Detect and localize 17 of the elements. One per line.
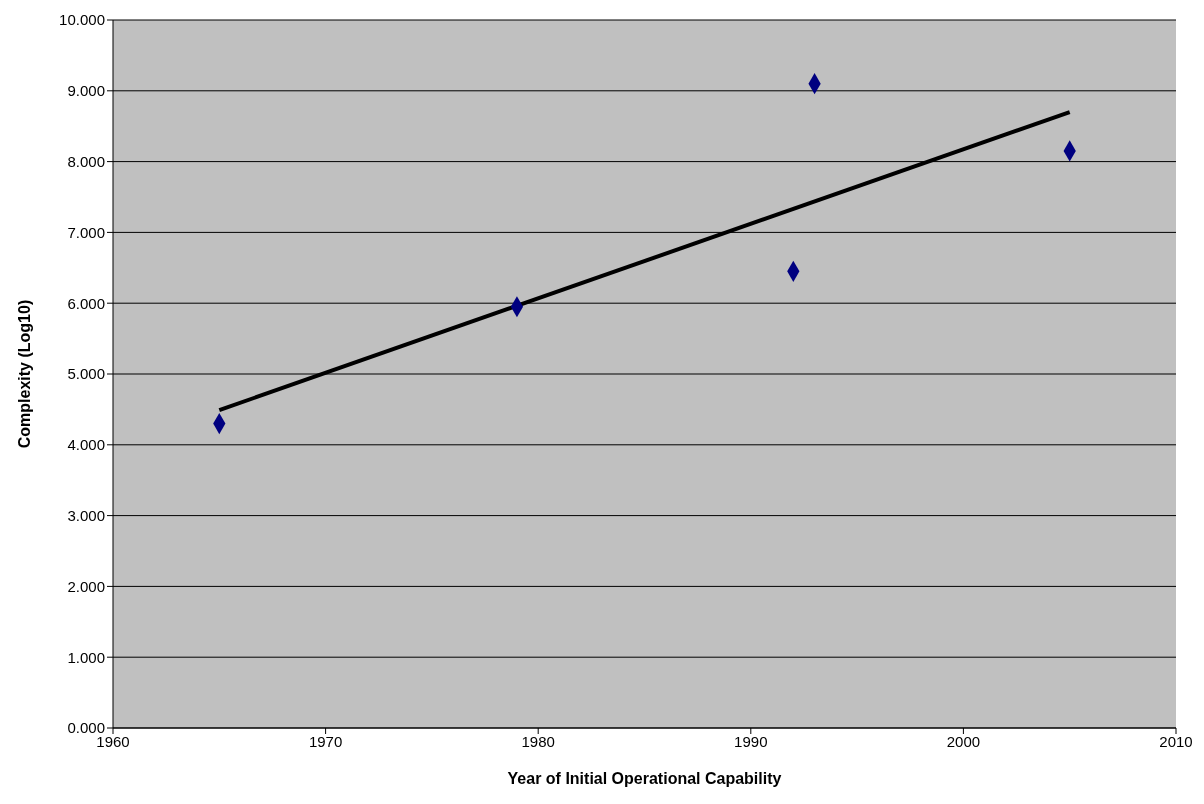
x-tick-label: 2000 bbox=[946, 732, 981, 750]
y-tick-label: 4.000 bbox=[67, 436, 105, 454]
y-tick-label: 6.000 bbox=[67, 294, 105, 312]
x-tick-label: 1980 bbox=[521, 732, 555, 750]
y-tick-label: 10.000 bbox=[59, 11, 105, 29]
x-axis-title: Year of Initial Operational Capability bbox=[507, 770, 782, 787]
y-tick-label: 3.000 bbox=[67, 506, 105, 524]
x-tick-label: 2010 bbox=[1159, 732, 1193, 750]
y-tick-label: 1.000 bbox=[67, 648, 105, 666]
y-tick-label: 9.000 bbox=[67, 82, 105, 100]
y-axis-title: Complexity (Log10) bbox=[15, 299, 33, 449]
x-tick-label: 1990 bbox=[734, 732, 768, 750]
y-tick-label: 5.000 bbox=[67, 365, 105, 383]
y-tick-label: 7.000 bbox=[67, 223, 105, 241]
x-tick-label: 1970 bbox=[308, 732, 343, 750]
y-tick-label: 2.000 bbox=[67, 577, 105, 595]
y-tick-label: 8.000 bbox=[67, 152, 105, 170]
